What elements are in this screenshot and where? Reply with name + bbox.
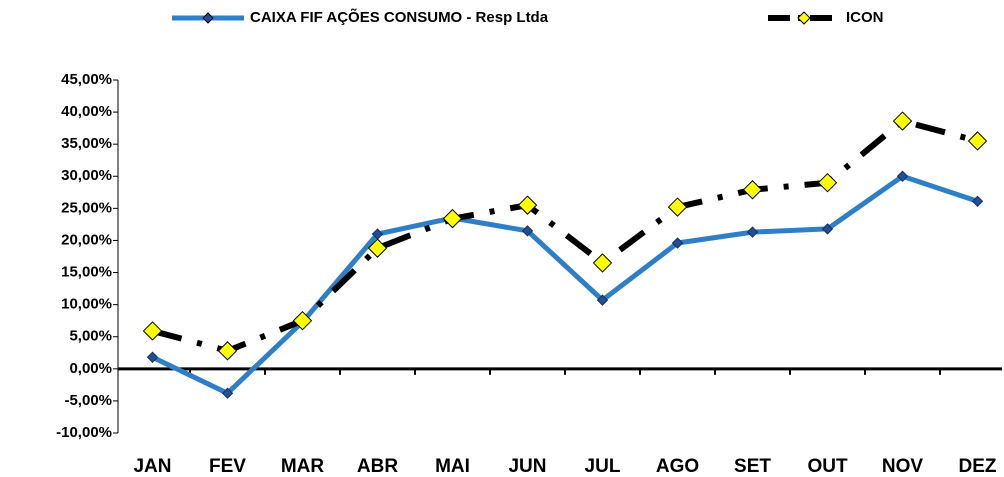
series-line — [151, 117, 979, 355]
y-tick-label: 5,00% — [69, 328, 112, 345]
marker — [517, 195, 538, 215]
x-tick-label: ABR — [357, 456, 398, 477]
marker — [671, 237, 684, 249]
y-tick-label: 0,00% — [69, 360, 112, 377]
marker — [742, 180, 763, 200]
y-tick-label: 25,00% — [61, 199, 112, 216]
marker — [817, 172, 838, 193]
legend-marker — [797, 11, 811, 25]
legend-label: CAIXA FIF AÇÕES CONSUMO - Resp Ltda — [250, 8, 549, 26]
x-tick-label: SET — [734, 456, 771, 477]
y-tick-label: 45,00% — [61, 71, 112, 88]
x-tick-label: JAN — [133, 456, 171, 477]
x-tick-label: MAR — [281, 456, 325, 477]
marker — [217, 341, 238, 361]
legend-label: ICON — [846, 9, 884, 26]
x-tick-label: FEV — [209, 456, 246, 477]
marker — [896, 170, 909, 182]
marker — [892, 111, 913, 131]
legend-marker — [202, 12, 214, 24]
series-line — [151, 173, 979, 396]
marker — [142, 321, 163, 341]
x-tick-label: OUT — [807, 456, 848, 477]
marker — [442, 208, 463, 229]
marker — [967, 131, 988, 151]
marker — [592, 253, 613, 273]
y-tick-label: -10,00% — [56, 424, 112, 441]
marker — [746, 226, 759, 238]
x-tick-label: JUL — [585, 456, 621, 477]
marker — [146, 351, 159, 363]
x-tick-label: JUN — [508, 456, 546, 477]
x-tick-label: AGO — [656, 456, 699, 477]
x-tick-label: DEZ — [959, 456, 997, 477]
marker — [521, 225, 534, 237]
marker — [821, 223, 834, 235]
y-tick-label: 15,00% — [61, 264, 112, 281]
x-tick-label: MAI — [435, 456, 470, 477]
marker — [221, 387, 234, 399]
marker — [667, 197, 688, 217]
x-tick-label: NOV — [882, 456, 924, 477]
marker — [596, 294, 609, 306]
y-tick-label: 35,00% — [61, 135, 112, 152]
marker — [367, 238, 388, 258]
marker — [971, 195, 984, 208]
y-tick-label: 10,00% — [61, 296, 112, 313]
y-tick-label: 30,00% — [61, 167, 112, 184]
y-tick-label: -5,00% — [64, 392, 112, 409]
y-tick-label: 40,00% — [61, 103, 112, 120]
marker — [292, 310, 313, 331]
y-tick-label: 20,00% — [61, 231, 112, 248]
